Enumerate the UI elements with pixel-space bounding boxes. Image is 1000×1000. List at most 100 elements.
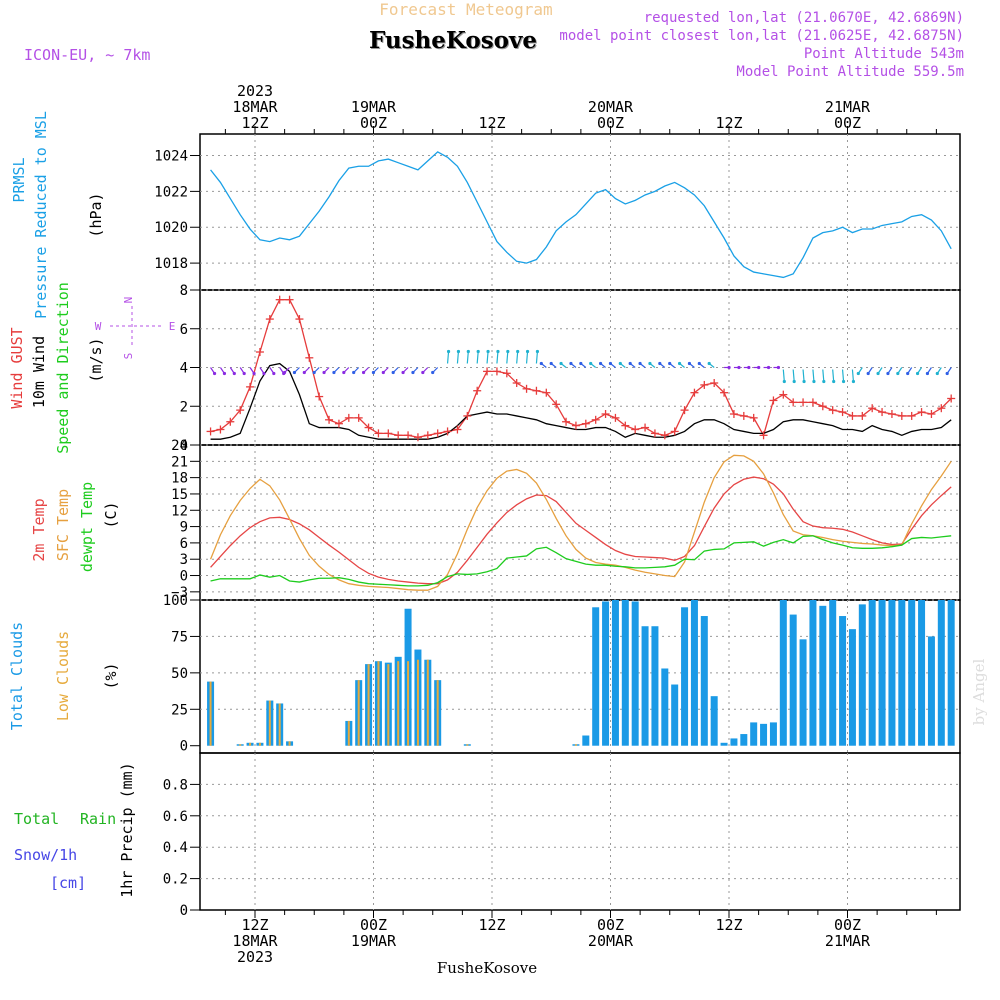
- total-cloud-bar: [878, 600, 886, 746]
- bottom-time-label: 20MAR: [588, 932, 634, 950]
- wind-arrow-head: [525, 349, 530, 354]
- wind-arrow: [476, 351, 479, 364]
- total-cloud-bar: [641, 626, 649, 746]
- wind-arrow-head: [737, 365, 741, 370]
- total-clouds-label: Total Clouds: [8, 622, 26, 730]
- bottom-time-label: 12Z: [478, 916, 505, 934]
- chart-subtitle: Forecast Meteogram: [379, 0, 552, 19]
- y-tick-label: 0.6: [163, 809, 188, 825]
- total-cloud-bar: [789, 614, 797, 746]
- bottom-time-label: 19MAR: [351, 932, 397, 950]
- wind-arrow: [525, 351, 529, 364]
- wind-arrow-head: [792, 379, 796, 384]
- y-tick-label: 0.8: [163, 777, 188, 793]
- wind-arrow-head: [856, 371, 860, 376]
- total-cloud-bar: [671, 684, 679, 746]
- wind-arrow-head: [727, 365, 731, 370]
- y-tick-label: 18: [171, 471, 188, 487]
- total-cloud-bar: [799, 639, 807, 746]
- wind-arrow-head: [648, 361, 652, 366]
- sfc-temp-label: SFC Temp: [54, 489, 72, 561]
- low-cloud-bar: [357, 680, 360, 746]
- wind-arrow-head: [697, 361, 701, 366]
- total-cloud-bar: [651, 626, 659, 746]
- bottom-time-label: 21MAR: [825, 932, 871, 950]
- total-cloud-bar: [809, 600, 817, 746]
- low-cloud-bar: [268, 700, 271, 746]
- top-time-label: 2023: [237, 82, 273, 100]
- location-title: FusheKosove: [369, 27, 537, 54]
- y-tick-label: 0.4: [163, 840, 188, 856]
- compass-arrows-icon: [110, 306, 164, 346]
- wind-arrow: [822, 369, 825, 382]
- total-cloud-bar: [927, 636, 935, 746]
- wind-arrow-head: [782, 379, 786, 384]
- total-cloud-bar: [740, 734, 748, 746]
- total-cloud-bar: [681, 607, 689, 746]
- top-time-label: 12Z: [715, 114, 742, 132]
- top-time-label: 00Z: [834, 114, 861, 132]
- clouds-unit: (%): [102, 662, 120, 689]
- y-tick-label: 9: [180, 520, 188, 536]
- total-cloud-bar: [730, 738, 738, 746]
- wind-arrow-head: [559, 361, 563, 366]
- wind-arrow-head: [841, 379, 846, 384]
- wind-arrow-head: [262, 371, 266, 376]
- total-cloud-bar: [750, 722, 758, 746]
- low-cloud-bar: [258, 742, 261, 746]
- total-cloud-bar: [769, 722, 777, 746]
- wind-arrow-head: [658, 361, 662, 366]
- low-cloud-bar: [239, 744, 242, 746]
- wind-arrow-head: [668, 361, 672, 366]
- wind-arrow-head: [371, 370, 376, 375]
- wind-arrow-head: [549, 361, 553, 366]
- total-cloud-bar: [602, 601, 610, 746]
- compass-n: N: [122, 297, 135, 304]
- temp2m-line: [210, 476, 952, 585]
- wind-arrow-head: [539, 361, 543, 366]
- wind-arrow-head: [802, 379, 806, 384]
- low-clouds-label: Low Clouds: [54, 631, 72, 721]
- total-cloud-bar: [829, 600, 837, 746]
- y-tick-label: 1020: [154, 220, 188, 236]
- wind-arrow-head: [496, 349, 500, 354]
- dewpt-line: [210, 535, 952, 587]
- top-time-label: 19MAR: [351, 98, 397, 116]
- compass-s: S: [122, 353, 135, 360]
- total-cloud-bar: [937, 600, 945, 746]
- wind-arrow-head: [212, 371, 217, 376]
- total-cloud-bar: [710, 696, 718, 746]
- wind-arrow-head: [687, 361, 692, 366]
- dewpt-label: dewpt Temp: [78, 482, 96, 572]
- y-tick-label: 0: [180, 569, 188, 585]
- low-cloud-bar: [466, 744, 469, 746]
- wind-arrow: [496, 351, 499, 364]
- total-cloud-bar: [592, 607, 600, 746]
- wind10m-label: 10m Wind: [30, 336, 48, 408]
- total-cloud-bar: [760, 723, 768, 746]
- wind-arrow-head: [466, 349, 470, 354]
- wind-arrow-head: [598, 361, 603, 366]
- y-tick-label: 2: [180, 399, 188, 415]
- y-tick-label: 12: [171, 503, 188, 519]
- total-cloud-bar: [918, 600, 926, 746]
- low-cloud-bar: [367, 664, 370, 746]
- wind-arrow-head: [222, 371, 227, 376]
- wind-arrow-head: [707, 361, 711, 366]
- y-tick-label: 3: [180, 552, 188, 568]
- pressure-msl-label: Pressure Reduced to MSL: [32, 111, 50, 319]
- precip-panel: [199, 752, 961, 911]
- total-cloud-bar: [720, 742, 728, 746]
- low-cloud-bar: [209, 681, 212, 746]
- y-tick-label: 6: [180, 536, 188, 552]
- wind-gust-label: Wind GUST: [8, 327, 26, 408]
- temp-panel: [199, 444, 961, 601]
- total-cloud-bar: [839, 616, 847, 746]
- total-cloud-bar: [700, 616, 708, 746]
- wind-arrow-head: [945, 371, 949, 376]
- y-tick-label: 4: [180, 361, 188, 377]
- top-time-label: 12Z: [478, 114, 505, 132]
- bottom-time-label: 12Z: [241, 916, 268, 934]
- wind-arrow-head: [312, 370, 316, 375]
- total-cloud-bar: [947, 600, 955, 746]
